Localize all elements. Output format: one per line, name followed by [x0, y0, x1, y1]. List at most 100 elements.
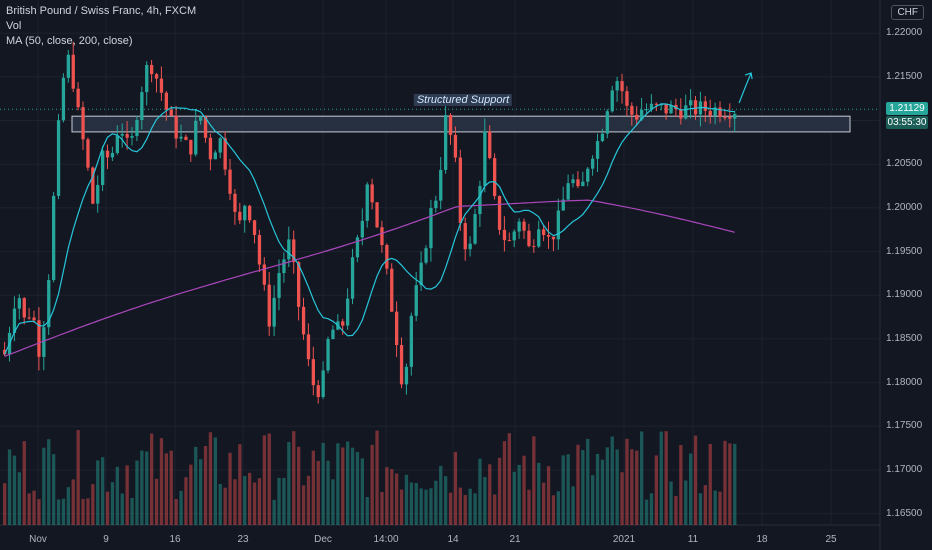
- candle-body: [439, 169, 443, 201]
- price-tick-label: 1.20500: [886, 158, 923, 170]
- candle-body: [468, 243, 472, 250]
- price-tick-label: 1.21500: [886, 70, 923, 82]
- volume-bar: [453, 451, 458, 525]
- support-zone-label: Structured Support: [413, 94, 513, 107]
- candle-body: [659, 104, 663, 106]
- candle-body: [154, 74, 159, 79]
- candle-body: [125, 134, 129, 138]
- candle-body: [591, 158, 595, 169]
- candle-body: [385, 245, 389, 269]
- candle-body: [463, 223, 467, 250]
- volume-bar: [532, 436, 536, 525]
- price-tick-label: 1.18500: [886, 332, 923, 344]
- volume-bar: [561, 455, 565, 525]
- candle-body: [635, 114, 639, 120]
- volume-bar: [698, 493, 703, 525]
- candle-body: [664, 104, 668, 114]
- volume-bar: [272, 499, 276, 525]
- candle-body: [287, 239, 291, 260]
- volume-bar: [243, 476, 247, 525]
- volume-bar: [733, 443, 737, 525]
- candle-body: [262, 264, 266, 285]
- volume-bar: [81, 499, 85, 525]
- volume-bar: [434, 480, 438, 525]
- candle-body: [306, 334, 311, 360]
- volume-bar: [444, 476, 448, 525]
- candle-body: [581, 181, 585, 187]
- volume-bar: [159, 438, 164, 525]
- candle-body: [375, 202, 379, 228]
- volume-bar: [199, 459, 203, 525]
- candle-body: [586, 168, 590, 182]
- candle-body: [115, 135, 119, 153]
- candle-body: [684, 105, 688, 119]
- time-tick-label: Dec: [314, 534, 332, 545]
- candle-body: [566, 183, 570, 200]
- time-tick-label: Nov: [29, 534, 47, 545]
- candle-body: [718, 107, 722, 118]
- candle-body: [301, 306, 306, 335]
- volume-bar: [3, 483, 7, 525]
- candle-body: [66, 54, 70, 78]
- volume-bar: [404, 474, 409, 525]
- candle-body: [453, 134, 458, 158]
- price-tick-label: 1.18000: [886, 376, 923, 388]
- volume-bar: [483, 477, 487, 525]
- candle-body: [326, 339, 330, 371]
- candle-body: [595, 141, 600, 159]
- bar-countdown-badge: 03:55:30: [886, 116, 928, 130]
- candle-body: [600, 133, 605, 142]
- candle-body: [537, 229, 541, 247]
- price-tick-label: 1.17500: [886, 420, 923, 432]
- candle-body: [32, 317, 36, 321]
- candle-body: [546, 235, 551, 237]
- volume-bar: [233, 479, 237, 525]
- candle-body: [693, 100, 698, 115]
- volume-bar: [644, 499, 649, 525]
- volume-bar: [551, 495, 556, 525]
- volume-bar: [12, 455, 17, 525]
- candle-body: [434, 200, 438, 209]
- candle-body: [12, 308, 17, 333]
- candle-body: [86, 139, 90, 168]
- candle-body: [507, 240, 511, 242]
- candle-body: [341, 321, 345, 326]
- chart-legend: British Pound / Swiss Franc, 4h, FXCM Vo…: [6, 4, 196, 49]
- volume-bar: [22, 441, 26, 525]
- volume-bar: [674, 495, 678, 525]
- volume-bar: [91, 484, 95, 525]
- volume-bar: [605, 447, 609, 525]
- candle-body: [130, 136, 134, 138]
- volume-bar: [620, 472, 624, 525]
- candle-body: [174, 115, 178, 139]
- volume-bar: [703, 485, 707, 525]
- volume-bar: [277, 477, 281, 525]
- volume-bar: [365, 496, 369, 525]
- volume-bar: [689, 453, 693, 525]
- currency-button[interactable]: CHF: [891, 5, 924, 20]
- volume-bar: [321, 442, 325, 525]
- candle-body: [444, 114, 448, 170]
- volume-bar: [718, 491, 722, 525]
- volume-bar: [56, 499, 61, 525]
- candle-body: [37, 320, 41, 357]
- volume-bar: [203, 446, 208, 525]
- volume-bar: [517, 464, 521, 525]
- candle-body: [203, 116, 208, 138]
- volume-bar: [7, 449, 12, 525]
- candle-body: [350, 257, 355, 299]
- candle-body: [267, 284, 271, 327]
- candle-body: [429, 208, 433, 249]
- volume-bar: [262, 435, 266, 525]
- volume-bar: [331, 479, 335, 525]
- candle-body: [483, 131, 487, 186]
- time-tick-label: 11: [687, 534, 699, 545]
- volume-bar: [502, 441, 507, 525]
- candle-body: [169, 109, 173, 116]
- volume-bar: [120, 493, 124, 525]
- volume-bar: [385, 467, 389, 525]
- candle-body: [252, 220, 257, 236]
- volume-bars: [3, 430, 737, 525]
- candle-body: [194, 120, 198, 155]
